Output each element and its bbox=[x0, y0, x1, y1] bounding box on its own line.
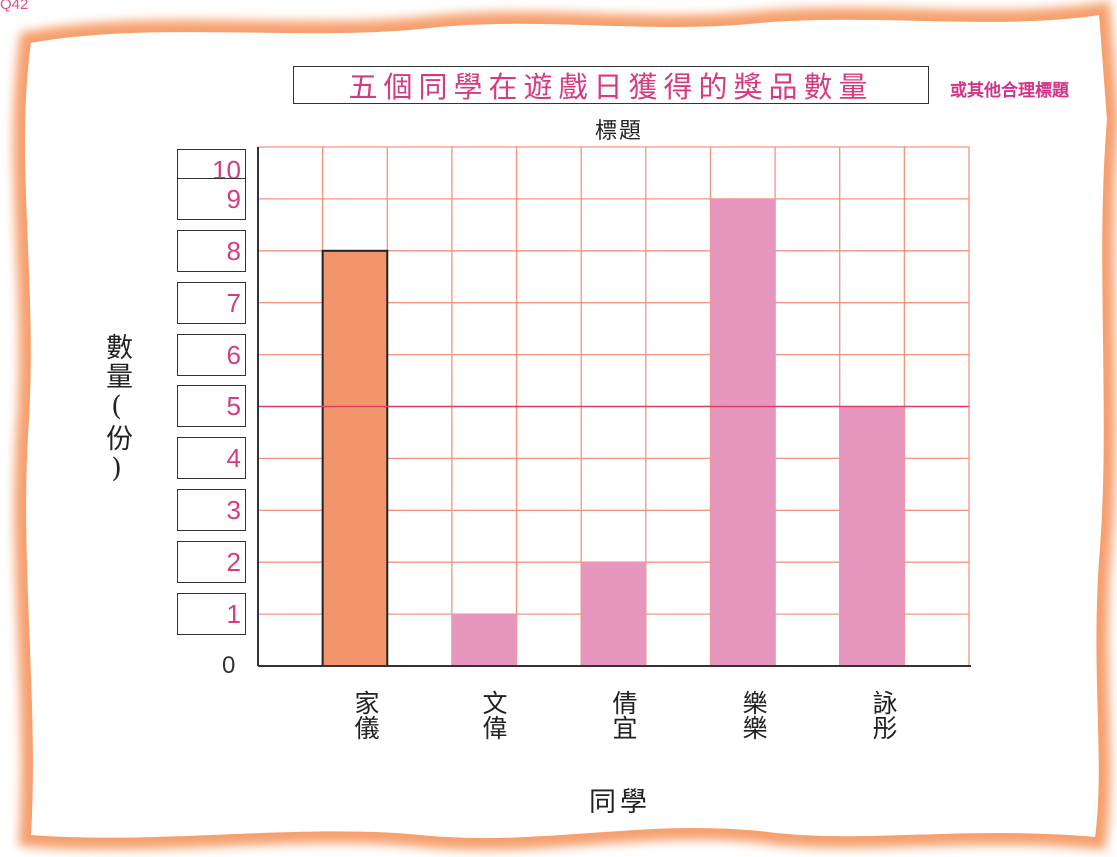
y-tick-zero: 0 bbox=[222, 652, 236, 679]
y-tick-box: 5 bbox=[177, 385, 246, 427]
bar bbox=[839, 406, 905, 666]
title-note: 或其他合理標題 bbox=[950, 81, 1069, 101]
bar bbox=[581, 562, 646, 666]
category-label: 家儀 bbox=[351, 690, 380, 740]
y-tick-box: 6 bbox=[177, 334, 246, 376]
category-label: 倩宜 bbox=[609, 690, 638, 740]
y-tick-box: 9 bbox=[177, 178, 246, 220]
paper-sheet bbox=[23, 12, 1110, 841]
y-tick-box: 7 bbox=[177, 282, 246, 324]
bar bbox=[710, 198, 776, 666]
category-label: 詠彤 bbox=[869, 690, 898, 740]
y-tick-box: 4 bbox=[177, 437, 246, 479]
y-tick-box: 8 bbox=[177, 230, 246, 272]
category-label: 文偉 bbox=[479, 690, 508, 740]
x-axis-label: 同學 bbox=[589, 787, 651, 818]
y-tick-box: 2 bbox=[177, 541, 246, 583]
category-label: 樂樂 bbox=[739, 690, 768, 740]
question-label: Q42 bbox=[0, 0, 29, 13]
chart-title-box: 五個同學在遊戲日獲得的獎品數量 bbox=[293, 66, 929, 104]
y-axis-label: 數量(份) bbox=[101, 333, 132, 486]
y-tick-box: 3 bbox=[177, 489, 246, 531]
y-tick-box: 1 bbox=[177, 593, 246, 635]
chart-bars bbox=[321, 198, 905, 668]
bar bbox=[321, 249, 389, 668]
chart-title: 五個同學在遊戲日獲得的獎品數量 bbox=[348, 70, 874, 104]
title-caption: 標題 bbox=[594, 119, 643, 144]
bar bbox=[451, 614, 517, 666]
